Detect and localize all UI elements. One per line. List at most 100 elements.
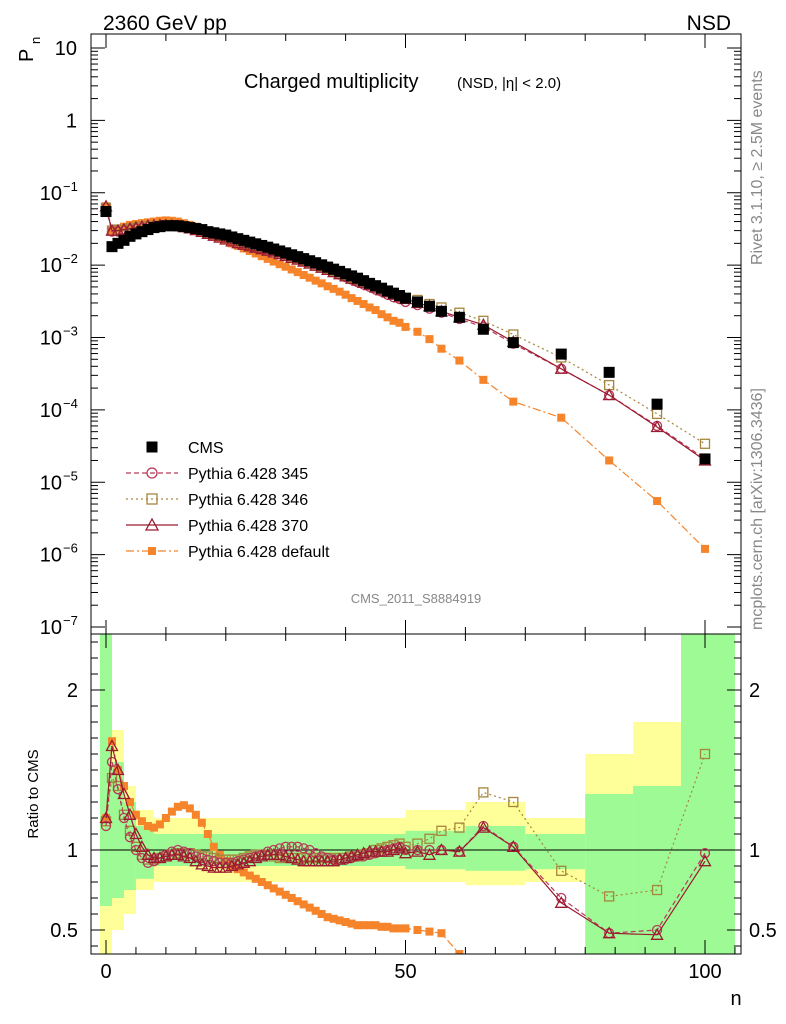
- ratio-line-p345: [105, 761, 706, 934]
- ratio-point-pdef: [389, 924, 398, 933]
- ratio-point-p370: [452, 844, 467, 857]
- y-tick-exponent: −7: [63, 613, 78, 628]
- y-axis-label: P: [16, 49, 38, 62]
- data-point-pdef: [317, 279, 326, 288]
- data-point-cms: [328, 263, 340, 275]
- ratio-series-p370: [99, 739, 712, 940]
- y-tick-label: 10: [40, 617, 62, 639]
- y-tick-label: 10: [40, 183, 62, 205]
- data-point-cms: [214, 228, 226, 240]
- data-point-pdef: [377, 310, 386, 319]
- y-tick-exponent: −1: [63, 179, 78, 194]
- ratio-point-p346: [436, 825, 447, 836]
- ratio-point-p345: [100, 820, 112, 832]
- data-point-pdef: [353, 296, 362, 305]
- data-point-cms: [477, 323, 489, 335]
- ratio-point-pdef: [371, 921, 380, 930]
- data-point-pdef: [653, 497, 662, 506]
- ratio-point-pdef: [167, 807, 176, 816]
- ratio-point-pdef: [347, 919, 356, 928]
- legend-marker: [144, 517, 160, 531]
- ratio-point-p346: [699, 748, 711, 760]
- data-point-pdef: [479, 375, 488, 384]
- ratio-point-pdef: [395, 924, 404, 933]
- ratio-point-p370: [285, 851, 299, 864]
- y-tick-exponent: −5: [63, 468, 78, 483]
- data-point-cms: [256, 239, 268, 251]
- data-point-cms: [250, 238, 262, 250]
- data-point-pdef: [239, 244, 248, 253]
- x-tick-label: 50: [394, 961, 416, 983]
- ratio-point-p370: [183, 851, 197, 864]
- y-tick-label: 10: [40, 545, 62, 567]
- ratio-y-tick-label-right: 2: [749, 680, 760, 702]
- legend-marker: [148, 547, 156, 555]
- ratio-point-p346: [508, 796, 519, 808]
- ratio-point-pdef: [125, 798, 134, 806]
- legend-marker: [146, 493, 158, 505]
- data-point-pdef: [299, 271, 308, 280]
- ratio-point-p370: [201, 859, 215, 872]
- ratio-point-pdef: [425, 927, 434, 936]
- ratio-point-pdef: [131, 810, 140, 819]
- x-tick-label: 100: [688, 961, 721, 983]
- data-point-pdef: [395, 318, 404, 327]
- data-point-pdef: [311, 276, 320, 285]
- data-point-pdef: [263, 254, 272, 263]
- data-point-cms: [346, 270, 358, 282]
- ratio-point-p346: [454, 822, 465, 833]
- ratio-point-p345: [124, 832, 136, 843]
- x-tick-label: 0: [100, 961, 111, 983]
- ratio-point-pdef: [119, 782, 128, 790]
- y-tick-exponent: −4: [63, 396, 78, 411]
- data-point-cms: [340, 268, 352, 280]
- ratio-point-p370: [141, 847, 155, 860]
- data-point-cms: [699, 453, 711, 465]
- ratio-point-p345: [274, 843, 285, 854]
- data-point-pdef: [341, 290, 350, 299]
- data-point-cms: [304, 255, 316, 267]
- data-point-cms: [334, 265, 346, 277]
- data-point-pdef: [305, 273, 314, 282]
- ratio-point-pdef: [191, 810, 200, 819]
- uncertainty-band-inner: [100, 634, 112, 906]
- y-tick-label: 10: [40, 400, 62, 422]
- uncertainty-band-inner: [681, 634, 735, 954]
- data-point-pdef: [605, 456, 614, 465]
- ratio-point-pdef: [413, 926, 422, 934]
- data-point-pdef: [329, 284, 338, 293]
- legend-marker: [146, 441, 158, 453]
- uncertainty-band-inner: [111, 762, 124, 898]
- ratio-point-pdef: [455, 950, 464, 954]
- data-point-cms: [202, 226, 214, 238]
- analysis-id-label: CMS_2011_S8884919: [351, 591, 482, 606]
- y-tick-label: 10: [55, 38, 77, 60]
- ratio-point-pdef: [311, 906, 320, 915]
- uncertainty-band-inner: [123, 802, 136, 890]
- y-tick-exponent: −6: [63, 541, 78, 556]
- data-point-cms: [603, 366, 615, 378]
- ratio-point-p370: [105, 739, 119, 752]
- data-point-cms: [274, 245, 286, 257]
- ratio-point-p370: [506, 839, 520, 852]
- ratio-point-p370: [99, 811, 113, 824]
- ratio-point-pdef: [401, 924, 410, 933]
- ratio-point-pdef: [329, 914, 338, 923]
- main-x-ticks: [105, 34, 706, 634]
- data-point-pdef: [113, 224, 122, 233]
- data-point-pdef: [401, 322, 410, 331]
- ratio-y-axis: 0.5 0.5 1 1 2 2: [50, 641, 777, 947]
- ratio-point-p370: [698, 854, 712, 867]
- data-point-cms: [316, 259, 328, 271]
- data-point-cms: [411, 296, 423, 308]
- ratio-point-pdef: [245, 871, 254, 880]
- ratio-point-p370: [422, 847, 437, 860]
- legend: CMS Pythia 6.428 345 Pythia 6.428 346 Pythi…: [126, 440, 330, 561]
- ratio-y-tick-label: 0.5: [50, 920, 78, 942]
- data-point-cms: [106, 241, 118, 253]
- data-point-cms: [310, 257, 322, 269]
- data-point-cms: [232, 233, 244, 245]
- uncertainty-band-inner: [465, 826, 526, 871]
- legend-label: Pythia 6.428 346: [188, 492, 308, 509]
- data-point-cms: [166, 220, 178, 232]
